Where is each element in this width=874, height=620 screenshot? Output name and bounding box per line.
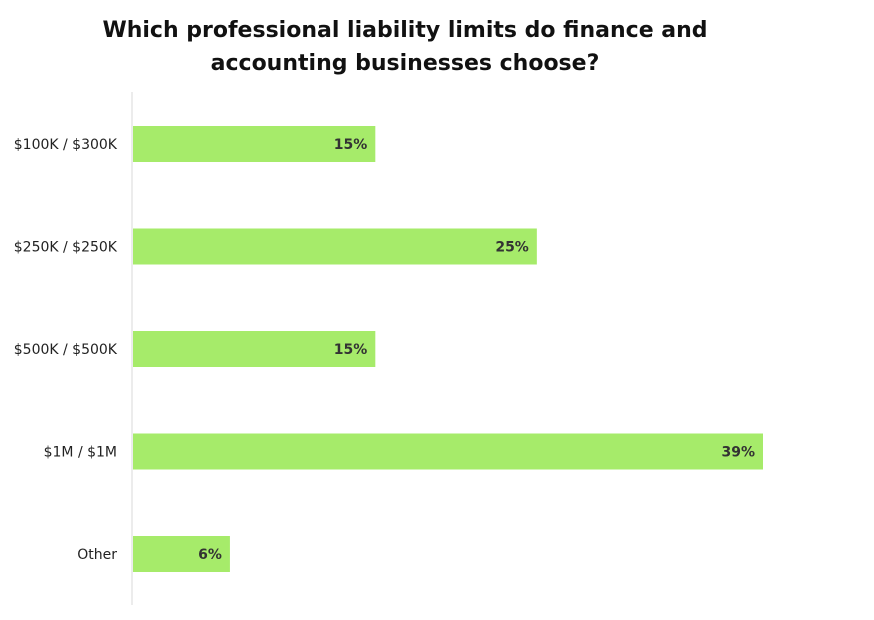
value-label: 25% <box>495 240 529 256</box>
value-label: 15% <box>334 342 368 358</box>
category-label: $250K / $250K <box>14 240 118 256</box>
bar <box>133 433 763 470</box>
chart-title-line-1: Which professional liability limits do f… <box>102 18 708 43</box>
bar <box>133 536 230 572</box>
category-label: $1M / $1M <box>44 445 117 461</box>
bar <box>133 331 376 367</box>
chart-title-line-2: accounting businesses choose? <box>210 51 600 76</box>
value-label: 6% <box>198 547 222 563</box>
bar <box>133 228 537 265</box>
category-label: Other <box>77 547 117 563</box>
value-label: 15% <box>334 137 368 153</box>
bar <box>133 126 376 162</box>
category-label: $100K / $300K <box>14 137 118 153</box>
chart-title: Which professional liability limits do f… <box>60 14 750 80</box>
value-label: 39% <box>721 445 755 461</box>
bars-group: $100K / $300K 15% $250K / $250K 25% $500K / … <box>14 126 763 572</box>
category-label: $500K / $500K <box>14 342 118 358</box>
